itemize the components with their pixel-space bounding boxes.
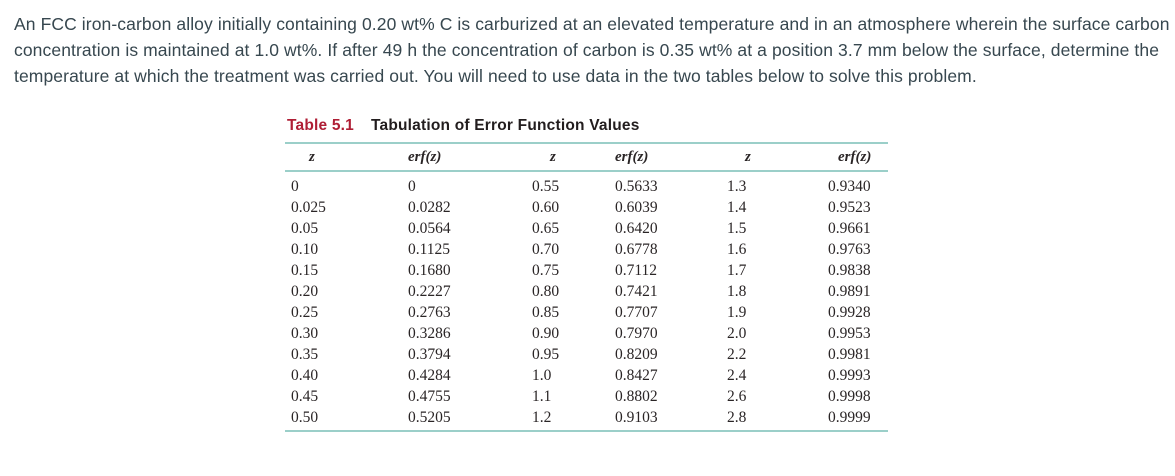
table-row: 0.15 0.1680 0.75 0.7112 1.7 0.9838 [285, 260, 888, 281]
table-cell: 0.6039 [615, 199, 658, 216]
table-header-row: z erf(z) z erf(z) z erf(z) [285, 143, 888, 171]
table-cell: 0.45 [291, 388, 319, 405]
error-function-table-block: Table 5.1 Tabulation of Error Function V… [285, 117, 888, 432]
table-cell: 0.15 [291, 262, 319, 279]
table-cell: 1.5 [727, 220, 747, 237]
problem-statement: An FCC iron-carbon alloy initially conta… [14, 14, 1170, 86]
column-header: erf(z) [408, 149, 442, 165]
table-row: 0.35 0.3794 0.95 0.8209 2.2 0.9981 [285, 344, 888, 365]
table-cell: 0.1125 [408, 241, 451, 258]
table-cell: 0.30 [291, 325, 319, 342]
table-body: 0 0 0.55 0.5633 1.3 0.9340 0.025 0.0282 0.60 0.60… [285, 171, 888, 431]
table-row: 0 0 0.55 0.5633 1.3 0.9340 [285, 171, 888, 197]
table-cell: 0.9661 [828, 220, 871, 237]
table-cell: 0 [291, 178, 299, 195]
table-cell: 0.1680 [408, 262, 451, 279]
table-cell: 1.7 [727, 262, 747, 279]
table-cell: 0.40 [291, 367, 319, 384]
table-cell: 0.85 [532, 304, 560, 321]
table-cell: 0.05 [291, 220, 319, 237]
table-cell: 0.70 [532, 241, 560, 258]
table-cell: 2.6 [727, 388, 747, 405]
table-row: 0.25 0.2763 0.85 0.7707 1.9 0.9928 [285, 302, 888, 323]
table-cell: 0.10 [291, 241, 319, 258]
table-cell: 0.7112 [615, 262, 658, 279]
table-cell: 0.60 [532, 199, 560, 216]
table-cell: 1.8 [727, 283, 747, 300]
table-cell: 2.0 [727, 325, 747, 342]
table-cell: 0.65 [532, 220, 560, 237]
table-cell: 0.7421 [615, 283, 658, 300]
column-header: z [745, 149, 751, 165]
table-cell: 0.9523 [828, 199, 871, 216]
table-cell: 1.9 [727, 304, 747, 321]
table-cell: 0.8802 [615, 388, 658, 405]
table-cell: 0.8427 [615, 367, 658, 384]
table-row: 0.20 0.2227 0.80 0.7421 1.8 0.9891 [285, 281, 888, 302]
table-row: 0.10 0.1125 0.70 0.6778 1.6 0.9763 [285, 239, 888, 260]
table-label: Table 5.1 [287, 117, 354, 134]
table-cell: 2.8 [727, 409, 747, 426]
table-cell: 2.2 [727, 346, 747, 363]
table-cell: 1.1 [532, 388, 552, 405]
table-row: 0.05 0.0564 0.65 0.6420 1.5 0.9661 [285, 218, 888, 239]
table-cell: 1.0 [532, 367, 552, 384]
table-cell: 0.9103 [615, 409, 658, 426]
table-cell: 0.80 [532, 283, 560, 300]
table-cell: 2.4 [727, 367, 747, 384]
table-cell: 0.95 [532, 346, 560, 363]
table-cell: 1.2 [532, 409, 552, 426]
table-cell: 0.8209 [615, 346, 658, 363]
table-cell: 0.9838 [828, 262, 871, 279]
table-cell: 0.3286 [408, 325, 451, 342]
table-row: 0.45 0.4755 1.1 0.8802 2.6 0.9998 [285, 386, 888, 407]
table-row: 0.30 0.3286 0.90 0.7970 2.0 0.9953 [285, 323, 888, 344]
table-cell: 0.75 [532, 262, 560, 279]
table-cell: 0.2763 [408, 304, 451, 321]
table-cell: 0.6778 [615, 241, 658, 258]
table-cell: 0.55 [532, 178, 560, 195]
table-cell: 0.0282 [408, 199, 451, 216]
table-cell: 0.90 [532, 325, 560, 342]
table-cell: 0.9981 [828, 346, 871, 363]
column-header: z [550, 149, 556, 165]
column-header: erf(z) [615, 149, 649, 165]
table-cell: 0.25 [291, 304, 319, 321]
table-cell: 0.4755 [408, 388, 451, 405]
table-cell: 0.9998 [828, 388, 871, 405]
table-cell: 0.5205 [408, 409, 451, 426]
erf-table: z erf(z) z erf(z) z erf(z) 0 0 0.55 0.5633 1.3 0.9… [285, 142, 888, 432]
table-row: 0.025 0.0282 0.60 0.6039 1.4 0.9523 [285, 197, 888, 218]
table-cell: 0.9891 [828, 283, 871, 300]
table-cell: 0.9999 [828, 409, 871, 426]
table-cell: 1.4 [727, 199, 747, 216]
table-cell: 0.9993 [828, 367, 871, 384]
table-cell: 1.3 [727, 178, 747, 195]
table-row: 0.50 0.5205 1.2 0.9103 2.8 0.9999 [285, 407, 888, 431]
table-cell: 0.7707 [615, 304, 658, 321]
table-cell: 0.50 [291, 409, 319, 426]
table-cell: 0 [408, 178, 416, 195]
table-cell: 0.4284 [408, 367, 451, 384]
table-cell: 0.6420 [615, 220, 658, 237]
table-cell: 0.7970 [615, 325, 658, 342]
table-cell: 1.6 [727, 241, 747, 258]
table-cell: 0.2227 [408, 283, 451, 300]
table-cell: 0.5633 [615, 178, 658, 195]
column-header: z [309, 149, 315, 165]
table-cell: 0.9340 [828, 178, 871, 195]
table-cell: 0.20 [291, 283, 319, 300]
table-cell: 0.9763 [828, 241, 871, 258]
table-title: Tabulation of Error Function Values [371, 117, 640, 134]
table-cell: 0.025 [291, 199, 326, 216]
table-cell: 0.35 [291, 346, 319, 363]
table-cell: 0.3794 [408, 346, 451, 363]
table-cell: 0.0564 [408, 220, 451, 237]
column-header: erf(z) [838, 149, 872, 165]
page: An FCC iron-carbon alloy initially conta… [0, 11, 1175, 432]
table-cell: 0.9953 [828, 325, 871, 342]
table-row: 0.40 0.4284 1.0 0.8427 2.4 0.9993 [285, 365, 888, 386]
table-caption: Table 5.1 Tabulation of Error Function V… [287, 117, 888, 135]
table-cell: 0.9928 [828, 304, 871, 321]
